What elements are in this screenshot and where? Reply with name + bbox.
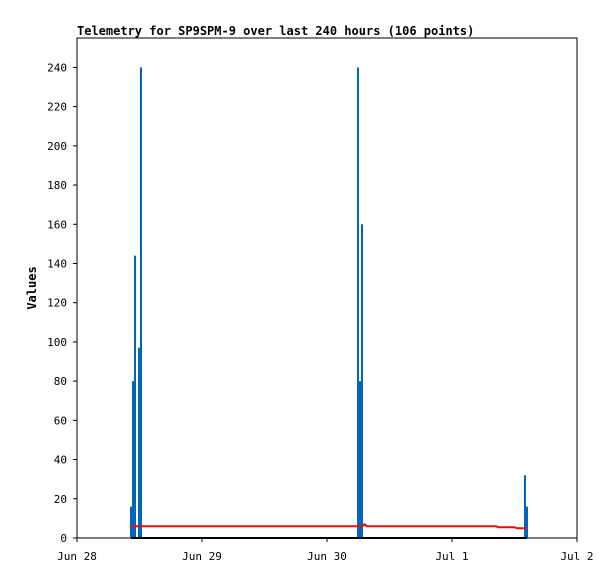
y-axis-label: Values: [25, 266, 39, 309]
y-tick-label: 180: [47, 179, 67, 192]
y-tick-label: 80: [54, 375, 67, 388]
x-tick-label: Jun 28: [57, 550, 97, 563]
y-tick-label: 240: [47, 61, 67, 74]
y-tick-label: 0: [60, 532, 67, 545]
y-tick-label: 40: [54, 454, 67, 467]
y-tick-label: 100: [47, 336, 67, 349]
x-tick-label: Jul 1: [435, 550, 468, 563]
chart-title: Telemetry for SP9SPM-9 over last 240 hou…: [77, 24, 474, 38]
y-tick-label: 60: [54, 414, 67, 427]
y-tick-label: 220: [47, 101, 67, 114]
x-tick-label: Jun 30: [307, 550, 347, 563]
y-tick-label: 200: [47, 140, 67, 153]
y-tick-label: 120: [47, 297, 67, 310]
y-tick-label: 160: [47, 218, 67, 231]
series-line: [131, 523, 527, 530]
y-tick-label: 20: [54, 493, 67, 506]
y-tick-label: 140: [47, 257, 67, 270]
x-tick-label: Jul 2: [560, 550, 593, 563]
x-tick-label: Jun 29: [182, 550, 222, 563]
